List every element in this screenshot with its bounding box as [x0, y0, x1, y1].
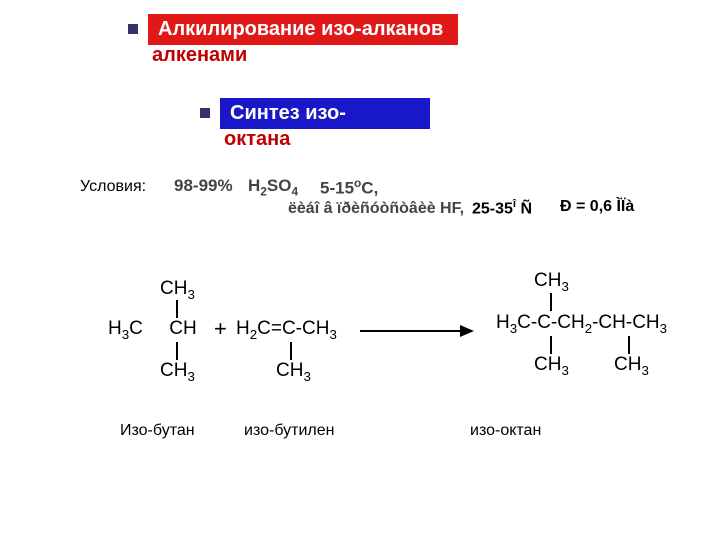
isooctane-bot-ch3-b: CH3 [614, 354, 649, 378]
conditions-yield: Ð = 0,6 ÌÏà [560, 198, 634, 216]
conditions-temp: 5-15оС, [320, 176, 378, 199]
reaction-arrow-line [360, 330, 460, 332]
conditions-garbled: ëèáî â ïðèñóòñòâèè HF, [288, 200, 464, 218]
slide: Алкилирование изо-алканов алкенами Синте… [0, 0, 720, 540]
plus-sign: + [214, 316, 227, 342]
label-isobutane: Изо-бутан [120, 422, 195, 440]
isooctane-mid-row: H3C-C-CH2-CH-CH3 [496, 312, 667, 336]
isobutane-top-ch3: CH3 [160, 278, 195, 302]
isobutane-vbond2 [176, 342, 178, 360]
subtitle-box: Синтез изо- [220, 98, 430, 129]
isooctane-bot-ch3-a: CH3 [534, 354, 569, 378]
isooctane-top-ch3: CH3 [534, 270, 569, 294]
label-isobutylene: изо-бутилен [244, 422, 334, 440]
isooctane-vbond1 [550, 293, 552, 311]
conditions-percent: 98-99% [174, 176, 233, 196]
subtitle-line1: Синтез изо- [230, 102, 346, 124]
title-line1: Алкилирование изо-алканов [158, 18, 443, 40]
title-box: Алкилирование изо-алканов [148, 14, 458, 45]
subtitle-bullet [200, 108, 210, 118]
title-line2: алкенами [152, 44, 247, 67]
reaction-arrow-head [460, 325, 474, 337]
isobutane-vbond1 [176, 300, 178, 318]
title-bullet [128, 24, 138, 34]
isobutylene-bot-ch3: CH3 [276, 360, 311, 384]
isobutane-mid-row: H3C CH [108, 318, 197, 342]
isooctane-vbond2 [550, 336, 552, 354]
conditions-label: Условия: [80, 178, 146, 196]
conditions-acid: H2SO4 [248, 176, 298, 198]
subtitle-line2: октана [224, 128, 290, 151]
label-isooctane: изо-октан [470, 422, 541, 440]
isooctane-vbond3 [628, 336, 630, 354]
isobutane-bot-ch3: CH3 [160, 360, 195, 384]
isobutylene-vbond [290, 342, 292, 360]
isobutylene-mid-row: H2C=C-CH3 [236, 318, 337, 342]
conditions-temp2: 25-35î Ñ [472, 198, 532, 218]
